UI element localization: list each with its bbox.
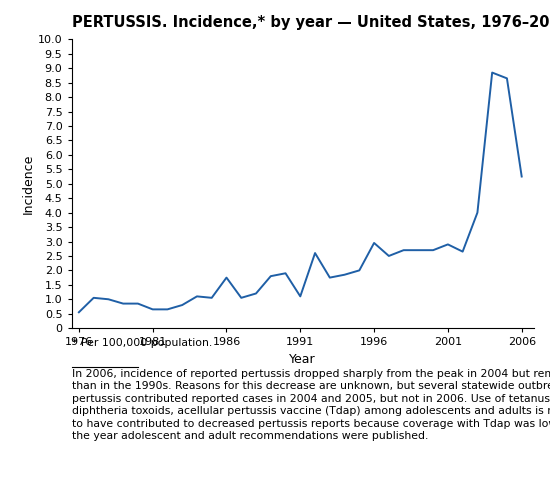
- Text: PERTUSSIS. Incidence,* by year — United States, 1976–2006: PERTUSSIS. Incidence,* by year — United …: [72, 15, 550, 30]
- X-axis label: Year: Year: [289, 353, 316, 366]
- Text: * Per 100,000 population.: * Per 100,000 population.: [72, 338, 212, 348]
- Y-axis label: Incidence: Incidence: [22, 154, 35, 214]
- Text: In 2006, incidence of reported pertussis dropped sharply from the peak in 2004 b: In 2006, incidence of reported pertussis…: [72, 369, 550, 441]
